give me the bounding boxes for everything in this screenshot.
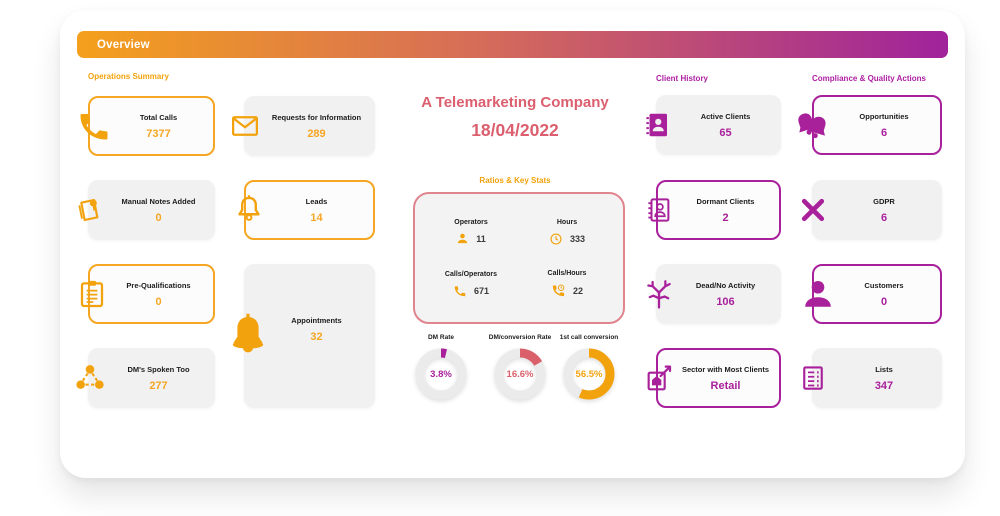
card-customers[interactable]: Customers 0	[805, 264, 942, 324]
phone-icon	[453, 284, 467, 298]
card-total-calls[interactable]: Total Calls 7377	[80, 96, 215, 156]
ratios-key-stats-panel[interactable]: Operators 11 Hours 333 Calls/Operators 6…	[413, 192, 625, 324]
card-active-clients[interactable]: Active Clients 65	[646, 95, 781, 155]
person-icon	[800, 276, 836, 312]
company-name: A Telemarketing Company	[421, 94, 609, 111]
person-icon	[456, 232, 469, 245]
stat-label: Hours	[556, 218, 578, 226]
donut-dm-conversion-rate[interactable]: DM/conversion Rate 16.6%	[480, 334, 560, 402]
card-label: Appointments	[291, 316, 342, 325]
network-icon	[74, 362, 106, 394]
card-value: 6	[880, 211, 888, 224]
card-value: 289	[307, 127, 326, 140]
card-label: Lists	[875, 364, 893, 374]
phone-icon	[76, 108, 112, 144]
note-pin-icon	[74, 194, 106, 226]
donut-value: 56.5%	[575, 368, 603, 380]
donut-value: 3.8%	[430, 368, 452, 380]
stat-value: 333	[569, 233, 586, 244]
clock-icon	[549, 232, 563, 246]
overview-tab[interactable]: Overview	[77, 31, 948, 58]
donut-chart	[563, 348, 615, 400]
card-value: Retail	[710, 379, 741, 392]
list-icon	[798, 363, 828, 393]
clipboard-icon	[76, 278, 108, 310]
section-title-ratios: Ratios & Key Stats	[479, 176, 551, 185]
card-gdpr[interactable]: GDPR 6	[801, 180, 942, 240]
bell-filled-icon	[224, 312, 272, 360]
card-lists[interactable]: Lists 347	[803, 348, 942, 408]
stat-value: 11	[476, 233, 486, 244]
card-manual-notes-added[interactable]: Manual Notes Added 0	[78, 180, 215, 240]
card-label: Manual Notes Added	[121, 196, 196, 206]
card-label: Leads	[305, 196, 328, 206]
stat-value: 22	[572, 285, 583, 296]
dashboard-canvas: Overview Operations Summary Total Calls …	[60, 10, 965, 478]
card-opportunities[interactable]: Opportunities 6	[798, 95, 942, 155]
card-value: 32	[310, 331, 323, 343]
donut-label: 1st call conversion	[559, 334, 619, 341]
section-title-compliance: Compliance & Quality Actions	[812, 74, 926, 83]
stat-calls-per-operator: Calls/Operators 671	[425, 260, 517, 308]
bell-outline-icon	[232, 193, 266, 227]
card-label: Requests for Information	[271, 112, 362, 122]
stat-calls-per-hour: Calls/Hours 22	[521, 260, 613, 308]
double-bells-icon	[792, 105, 832, 145]
stat-hours: Hours 333	[521, 208, 613, 256]
card-label: Active Clients	[700, 111, 751, 121]
section-title-client-history: Client History	[656, 74, 709, 83]
dead-tree-icon	[642, 277, 676, 311]
card-value: 0	[880, 295, 888, 308]
report-date: 18/04/2022	[471, 120, 559, 140]
x-icon	[798, 195, 828, 225]
stat-label: Calls/Hours	[547, 270, 587, 277]
card-appointments[interactable]: Appointments 32	[232, 264, 375, 408]
address-book-outline-icon	[644, 195, 674, 225]
card-label: Customers	[864, 280, 904, 290]
stat-operators: Operators 11	[425, 208, 517, 256]
card-sector-most-clients[interactable]: Sector with Most Clients Retail	[647, 348, 781, 408]
stat-label: Operators	[454, 219, 488, 226]
card-value: 2	[722, 211, 729, 224]
card-label: GDPR	[873, 196, 895, 206]
card-value: 7377	[146, 127, 171, 140]
card-value: 14	[310, 211, 323, 224]
address-book-filled-icon	[642, 110, 672, 140]
card-value: 347	[874, 379, 894, 392]
card-value: 106	[716, 295, 735, 308]
card-label: Dormant Clients	[696, 196, 755, 206]
card-label: Pre-Qualifications	[126, 280, 191, 290]
card-value: 6	[880, 126, 888, 139]
donut-dm-rate[interactable]: DM Rate 3.8%	[401, 334, 481, 402]
donut-first-call-conversion[interactable]: 1st call conversion 56.5%	[549, 334, 629, 402]
card-value: 0	[155, 295, 162, 308]
card-value: 277	[149, 379, 168, 392]
donut-chart	[494, 348, 546, 400]
phone-clock-icon	[551, 283, 566, 298]
house-chart-icon	[644, 362, 676, 394]
donut-value: 16.6%	[506, 368, 534, 380]
envelope-icon	[230, 111, 260, 141]
section-title-operations: Operations Summary	[88, 72, 169, 81]
stat-value: 671	[473, 285, 490, 296]
card-dms-spoken-too[interactable]: DM's Spoken Too 277	[76, 348, 215, 408]
donut-chart	[415, 348, 467, 400]
card-pre-qualifications[interactable]: Pre-Qualifications 0	[80, 264, 215, 324]
card-value: 0	[155, 211, 162, 224]
page-title: Overview	[97, 38, 150, 51]
card-label: Total Calls	[139, 112, 178, 122]
stat-label: Calls/Operators	[444, 270, 498, 278]
donut-label: DM/conversion Rate	[488, 334, 552, 341]
card-label: Opportunities	[859, 111, 909, 121]
card-dormant-clients[interactable]: Dormant Clients 2	[648, 180, 781, 240]
donut-label: DM Rate	[427, 334, 454, 341]
card-dead-no-activity[interactable]: Dead/No Activity 106	[647, 264, 781, 324]
card-leads[interactable]: Leads 14	[238, 180, 375, 240]
card-label: Dead/No Activity	[695, 280, 756, 290]
card-requests-for-information[interactable]: Requests for Information 289	[232, 96, 375, 156]
card-label: Sector with Most Clients	[681, 364, 770, 374]
card-label: DM's Spoken Too	[127, 364, 190, 374]
card-value: 65	[719, 126, 732, 139]
